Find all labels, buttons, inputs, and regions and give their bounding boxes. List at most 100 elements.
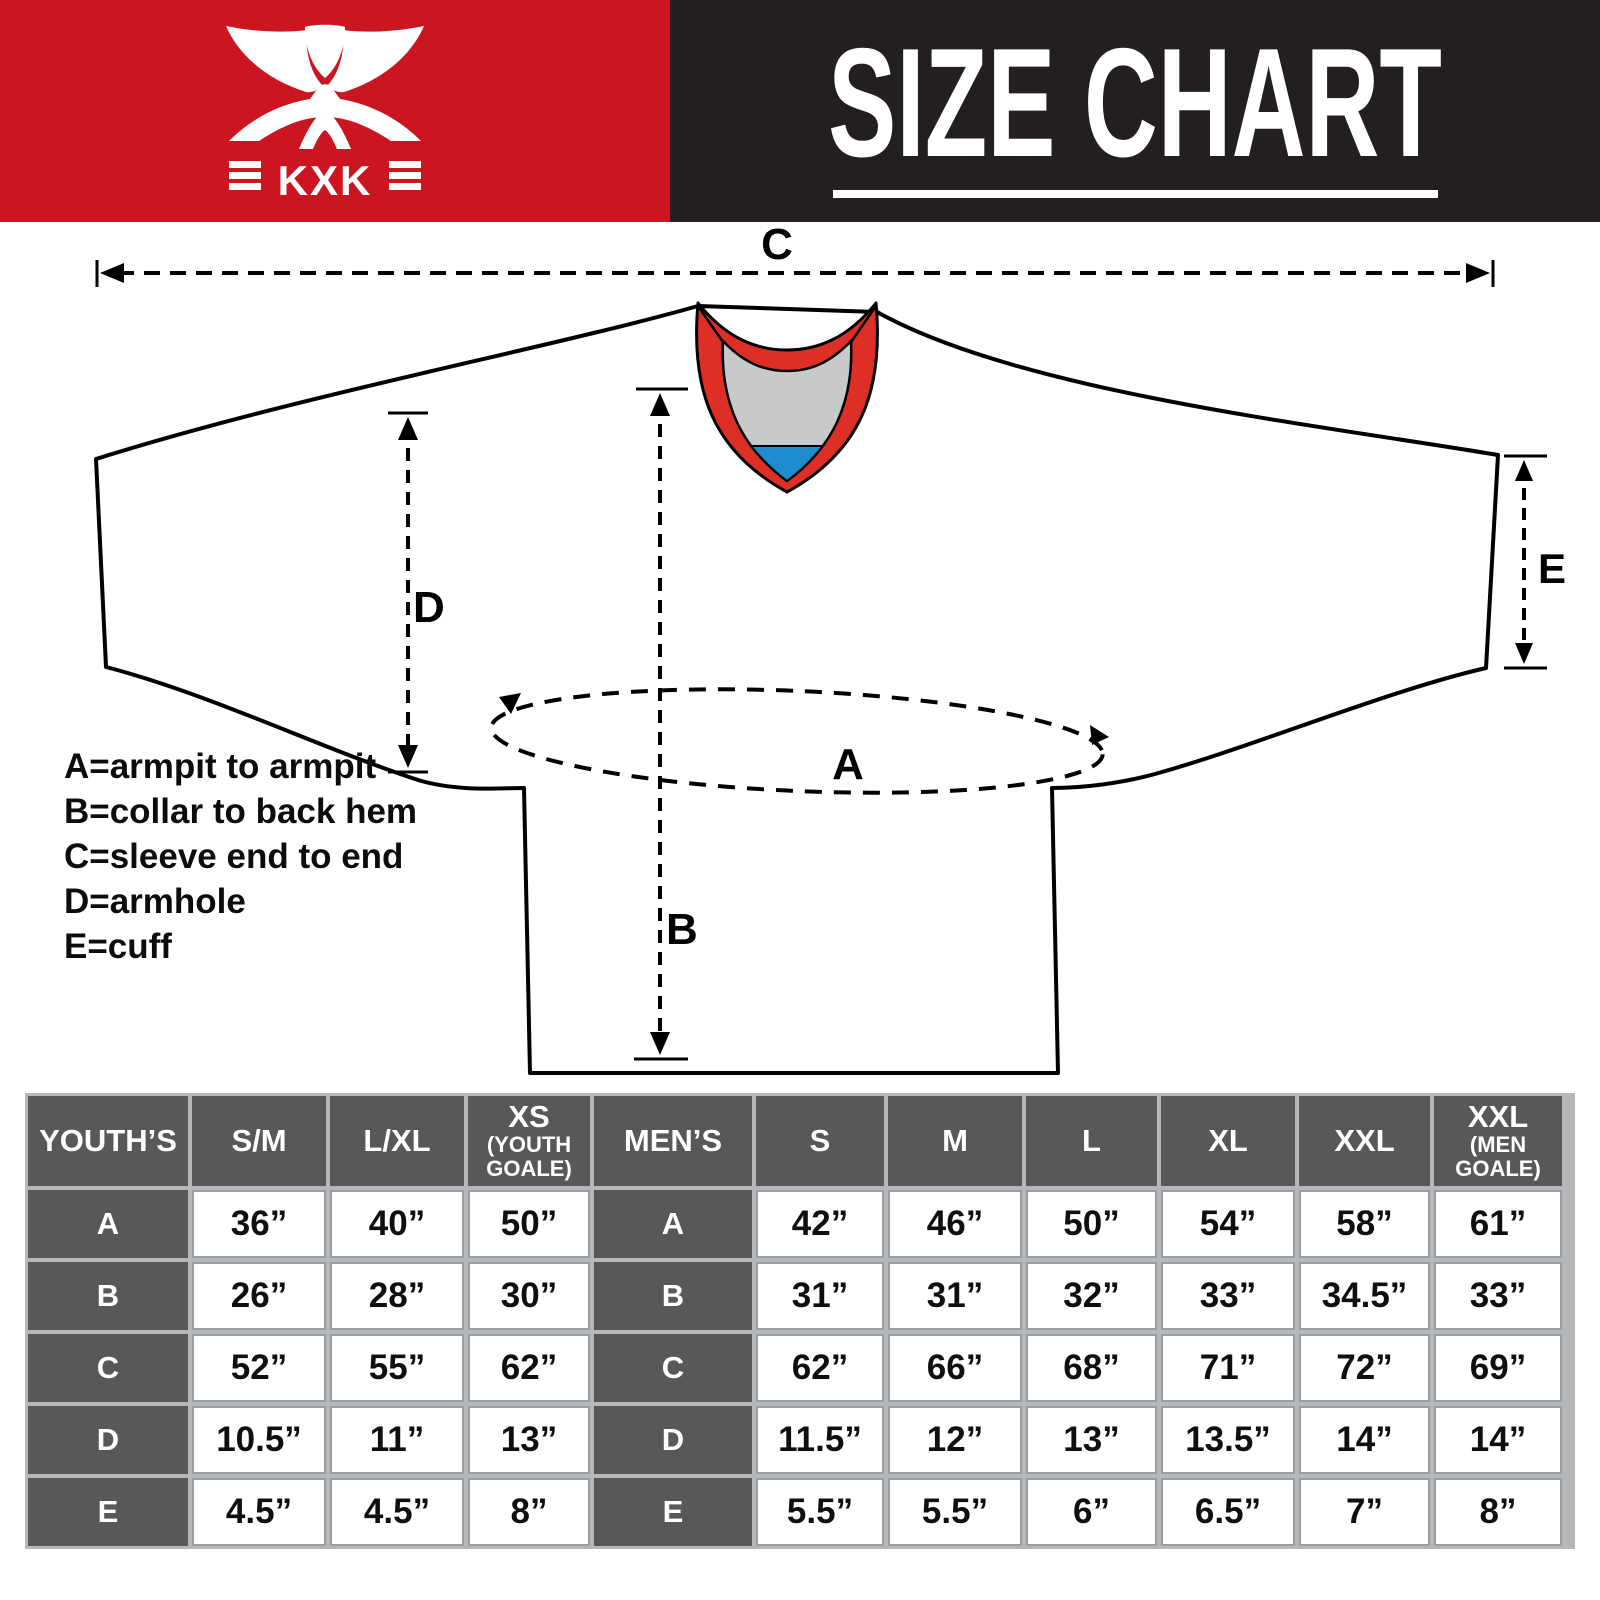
col-size-label: M <box>942 1122 968 1158</box>
col-size-label: XXL <box>1334 1122 1395 1158</box>
table-cell: 50” <box>468 1190 590 1258</box>
d-arrowhead-down <box>398 745 418 768</box>
triple-bar-right-icon <box>389 161 421 190</box>
men-col-header-l: L <box>1026 1096 1157 1186</box>
youth-row-label: A <box>28 1190 188 1258</box>
men-col-header-s: S <box>756 1096 884 1186</box>
men-row-label: E <box>594 1478 752 1546</box>
table-cell: 54” <box>1161 1190 1295 1258</box>
col-size-label: XL <box>1208 1122 1248 1158</box>
men-col-header-m: M <box>888 1096 1022 1186</box>
col-size-label: XS <box>508 1098 550 1134</box>
table-cell: 5.5” <box>756 1478 884 1546</box>
table-cell: 8” <box>468 1478 590 1546</box>
d-label: D <box>413 583 445 632</box>
title-underline <box>832 189 1438 198</box>
measurement-legend: A=armpit to armpit B=collar to back hem … <box>64 744 417 969</box>
col-size-label: L <box>1082 1122 1101 1158</box>
youth-col-header-lxl: L/XL <box>330 1096 464 1186</box>
table-cell: 68” <box>1026 1334 1157 1402</box>
youth-col-header-sm: S/M <box>192 1096 326 1186</box>
table-cell: 40” <box>330 1190 464 1258</box>
table-cell: 7” <box>1299 1478 1430 1546</box>
brand-text: KXK <box>278 157 373 204</box>
c-label: C <box>761 222 793 269</box>
collar-fold-line-right <box>849 305 878 343</box>
brand-panel: KXK <box>0 0 670 222</box>
table-cell: 72” <box>1299 1334 1430 1402</box>
logo-right-wing-shape <box>328 26 424 93</box>
collar-fold-line-left <box>696 305 725 343</box>
table-cell: 14” <box>1434 1406 1562 1474</box>
men-row-label: C <box>594 1334 752 1402</box>
logo-center-flame-shape <box>305 24 345 78</box>
legend-line-b: B=collar to back hem <box>64 792 418 831</box>
youth-row-label: D <box>28 1406 188 1474</box>
youth-col-header-xs-goalie: XS (YOUTH GOALE) <box>468 1096 590 1186</box>
jersey-outline <box>94 304 1500 1075</box>
youth-row-label: B <box>28 1262 188 1330</box>
table-cell: 6.5” <box>1161 1478 1295 1546</box>
table-cell: 32” <box>1026 1262 1157 1330</box>
col-size-note: (MEN GOALE) <box>1455 1132 1541 1182</box>
table-cell: 4.5” <box>330 1478 464 1546</box>
table-cell: 31” <box>888 1262 1022 1330</box>
table-cell: 10.5” <box>192 1406 326 1474</box>
table-cell: 13.5” <box>1161 1406 1295 1474</box>
table-cell: 5.5” <box>888 1478 1022 1546</box>
d-arrowhead-up <box>398 417 418 440</box>
c-arrowhead-left <box>100 263 124 283</box>
youth-row-label: E <box>28 1478 188 1546</box>
table-cell: 31” <box>756 1262 884 1330</box>
table-cell: 26” <box>192 1262 326 1330</box>
b-arrowhead-down <box>650 1032 670 1055</box>
men-row-label: D <box>594 1406 752 1474</box>
kxk-logo: KXK <box>226 24 424 204</box>
table-cell: 34.5” <box>1299 1262 1430 1330</box>
table-cell: 46” <box>888 1190 1022 1258</box>
col-size-label: S <box>809 1122 831 1158</box>
title-panel: SIZE CHART <box>670 0 1600 222</box>
table-cell: 71” <box>1161 1334 1295 1402</box>
legend-line-d: D=armhole <box>64 882 246 921</box>
jersey-measurement-diagram: C D B E <box>94 222 1566 1075</box>
table-cell: 42” <box>756 1190 884 1258</box>
table-cell: 66” <box>888 1334 1022 1402</box>
a-curve-arrowhead-right <box>1090 725 1109 745</box>
col-size-label: L/XL <box>363 1122 431 1158</box>
size-table: YOUTH’S S/M L/XL XS (YOUTH GOALE) MEN’S … <box>25 1093 1575 1549</box>
logo-left-wing-shape <box>226 26 322 93</box>
c-arrowhead-right <box>1466 263 1490 283</box>
table-cell: 58” <box>1299 1190 1430 1258</box>
men-col-header-xxl-goalie: XXL (MEN GOALE) <box>1434 1096 1562 1186</box>
a-dashed-ellipse <box>489 687 1105 795</box>
youth-group-header: YOUTH’S <box>28 1096 188 1186</box>
table-cell: 28” <box>330 1262 464 1330</box>
header-band: KXK SIZE CHART <box>0 0 1600 222</box>
e-arrowhead-up <box>1515 460 1533 481</box>
col-size-label: S/M <box>231 1122 287 1158</box>
table-cell: 62” <box>756 1334 884 1402</box>
table-cell: 52” <box>192 1334 326 1402</box>
d-measure-arrow <box>388 411 428 774</box>
b-arrowhead-up <box>650 393 670 416</box>
table-cell: 14” <box>1299 1406 1430 1474</box>
triple-bar-left-icon <box>229 161 261 190</box>
table-cell: 8” <box>1434 1478 1562 1546</box>
legend-line-a: A=armpit to armpit <box>64 747 377 786</box>
b-measure-arrow <box>634 387 688 1061</box>
table-cell: 11” <box>330 1406 464 1474</box>
table-cell: 50” <box>1026 1190 1157 1258</box>
table-cell: 13” <box>1026 1406 1157 1474</box>
e-arrowhead-down <box>1515 643 1533 664</box>
col-size-label: XXL <box>1467 1098 1529 1134</box>
youth-row-label: C <box>28 1334 188 1402</box>
b-label: B <box>666 905 698 954</box>
a-curve-arrowhead-left <box>499 693 521 714</box>
table-cell: 4.5” <box>192 1478 326 1546</box>
table-cell: 61” <box>1434 1190 1562 1258</box>
page-title: SIZE CHART <box>828 15 1442 189</box>
table-cell: 12” <box>888 1406 1022 1474</box>
men-row-label: B <box>594 1262 752 1330</box>
